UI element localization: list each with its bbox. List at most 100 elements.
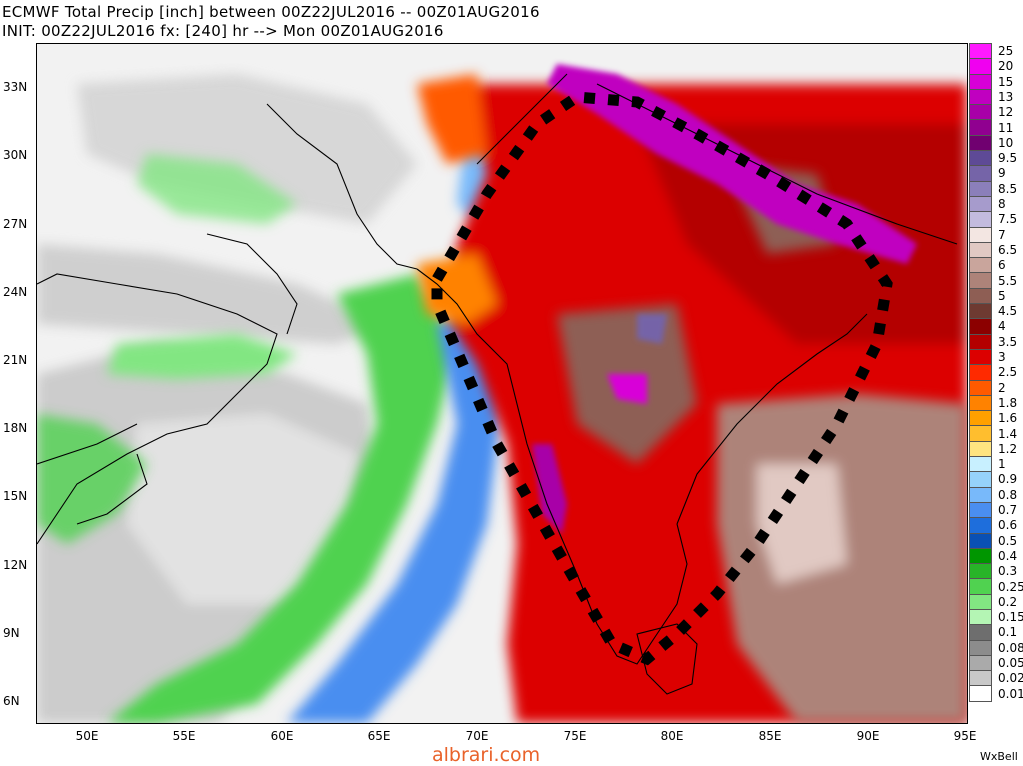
colorbar-swatch [969,395,992,412]
lat-label-12n: 12N [3,558,28,572]
colorbar-label: 8.5 [998,181,1018,196]
colorbar-label: 0.01 [998,686,1023,701]
colorbar-swatch [969,135,992,152]
colorbar-swatch [969,411,992,427]
lon-label-80e: 80E [660,729,684,743]
colorbar-swatch [969,502,992,519]
lat-label-33n: 33N [3,80,28,94]
colorbar-swatch [969,564,992,580]
colorbar-label: 11 [998,120,1014,135]
colorbar-swatch [969,426,992,442]
colorbar-swatch [969,242,992,259]
lon-label-75e: 75E [563,729,587,743]
colorbar-swatch [969,487,992,503]
lon-label-85e: 85E [758,729,782,743]
precipitation-map [36,43,968,724]
colorbar-swatch [969,594,992,610]
colorbar-label: 0.7 [998,503,1018,517]
colorbar-swatch [969,472,992,488]
colorbar-label: 8 [998,197,1006,211]
colorbar-label: 0.5 [998,533,1018,548]
colorbar-label: 5 [998,288,1006,303]
colorbar-swatch [969,212,992,228]
lat-label-9n: 9N [3,626,20,640]
colorbar-label: 0.05 [998,656,1023,670]
heavy-rain-outline [431,91,893,666]
colorbar-swatch [969,59,992,75]
colorbar-label: 0.9 [998,472,1018,487]
colorbar-label: 0.6 [998,518,1018,533]
colorbar-swatch [969,151,992,167]
colorbar-label: 1.8 [998,395,1018,410]
colorbar-label: 25 [998,44,1014,58]
lat-label-24n: 24N [3,285,28,299]
colorbar-label: 0.02 [998,671,1023,686]
country-borders [37,73,958,695]
colorbar-label: 1.2 [998,441,1018,456]
watermark-text: albrari.com [432,744,541,766]
colorbar-label: 20 [998,59,1014,74]
colorbar-label: 13 [998,89,1014,104]
lat-label-21n: 21N [3,353,28,367]
colorbar-label: 10 [998,135,1014,150]
colorbar-swatch [969,74,992,90]
colorbar-label: 2 [998,380,1006,395]
colorbar-label: 3.5 [998,334,1018,349]
colorbar-swatch [969,533,992,549]
colorbar-swatch [969,227,992,243]
lon-label-65e: 65E [367,729,391,743]
colorbar-label: 7.5 [998,212,1018,227]
colorbar-swatch [969,273,992,289]
colorbar-swatch [969,196,992,213]
colorbar-swatch [969,334,992,350]
colorbar-label: 5.5 [998,273,1018,288]
lon-label-95e: 95E [953,729,977,743]
colorbar-label: 6 [998,258,1006,273]
precip-colorbar [969,43,992,702]
colorbar-swatch [969,671,992,687]
precip-map-graphic [37,44,967,723]
colorbar-swatch [969,319,992,335]
lat-label-27n: 27N [3,217,28,231]
lat-label-30n: 30N [3,148,28,162]
lat-label-15n: 15N [3,489,28,503]
colorbar-swatch [969,380,992,396]
colorbar-label: 15 [998,74,1014,89]
colorbar-swatch [969,640,992,656]
colorbar-label: 1.6 [998,411,1018,426]
colorbar-swatch [969,686,992,702]
colorbar-swatch [969,304,992,320]
colorbar-label: 12 [998,105,1014,120]
colorbar-label: 0.25 [998,579,1023,594]
colorbar-label: 0.1 [998,625,1018,640]
colorbar-label: 0.4 [998,548,1018,563]
colorbar-swatch [969,43,992,60]
colorbar-swatch [969,166,992,182]
colorbar-label: 9.5 [998,151,1018,166]
colorbar-label: 4.5 [998,304,1018,319]
colorbar-label: 7 [998,227,1006,242]
colorbar-swatch [969,349,992,366]
colorbar-label: 1.4 [998,426,1018,441]
colorbar-swatch [969,181,992,197]
colorbar-swatch [969,120,992,136]
colorbar-label: 0.3 [998,564,1018,579]
wxbell-credit: WxBell [980,750,1018,763]
colorbar-label: 2.5 [998,365,1018,380]
lat-label-6n: 6N [3,694,20,708]
colorbar-swatch [969,457,992,473]
colorbar-swatch [969,579,992,595]
light-precip-green-layer [37,154,457,723]
colorbar-label: 0.8 [998,487,1018,502]
colorbar-swatch [969,609,992,626]
lon-label-60e: 60E [270,729,294,743]
colorbar-label: 0.08 [998,640,1023,655]
lon-label-90e: 90E [856,729,880,743]
colorbar-swatch [969,441,992,458]
colorbar-swatch [969,518,992,534]
lat-label-18n: 18N [3,421,28,435]
lon-label-50e: 50E [75,729,99,743]
colorbar-label: 3 [998,350,1006,364]
colorbar-swatch [969,625,992,641]
colorbar-swatch [969,89,992,106]
